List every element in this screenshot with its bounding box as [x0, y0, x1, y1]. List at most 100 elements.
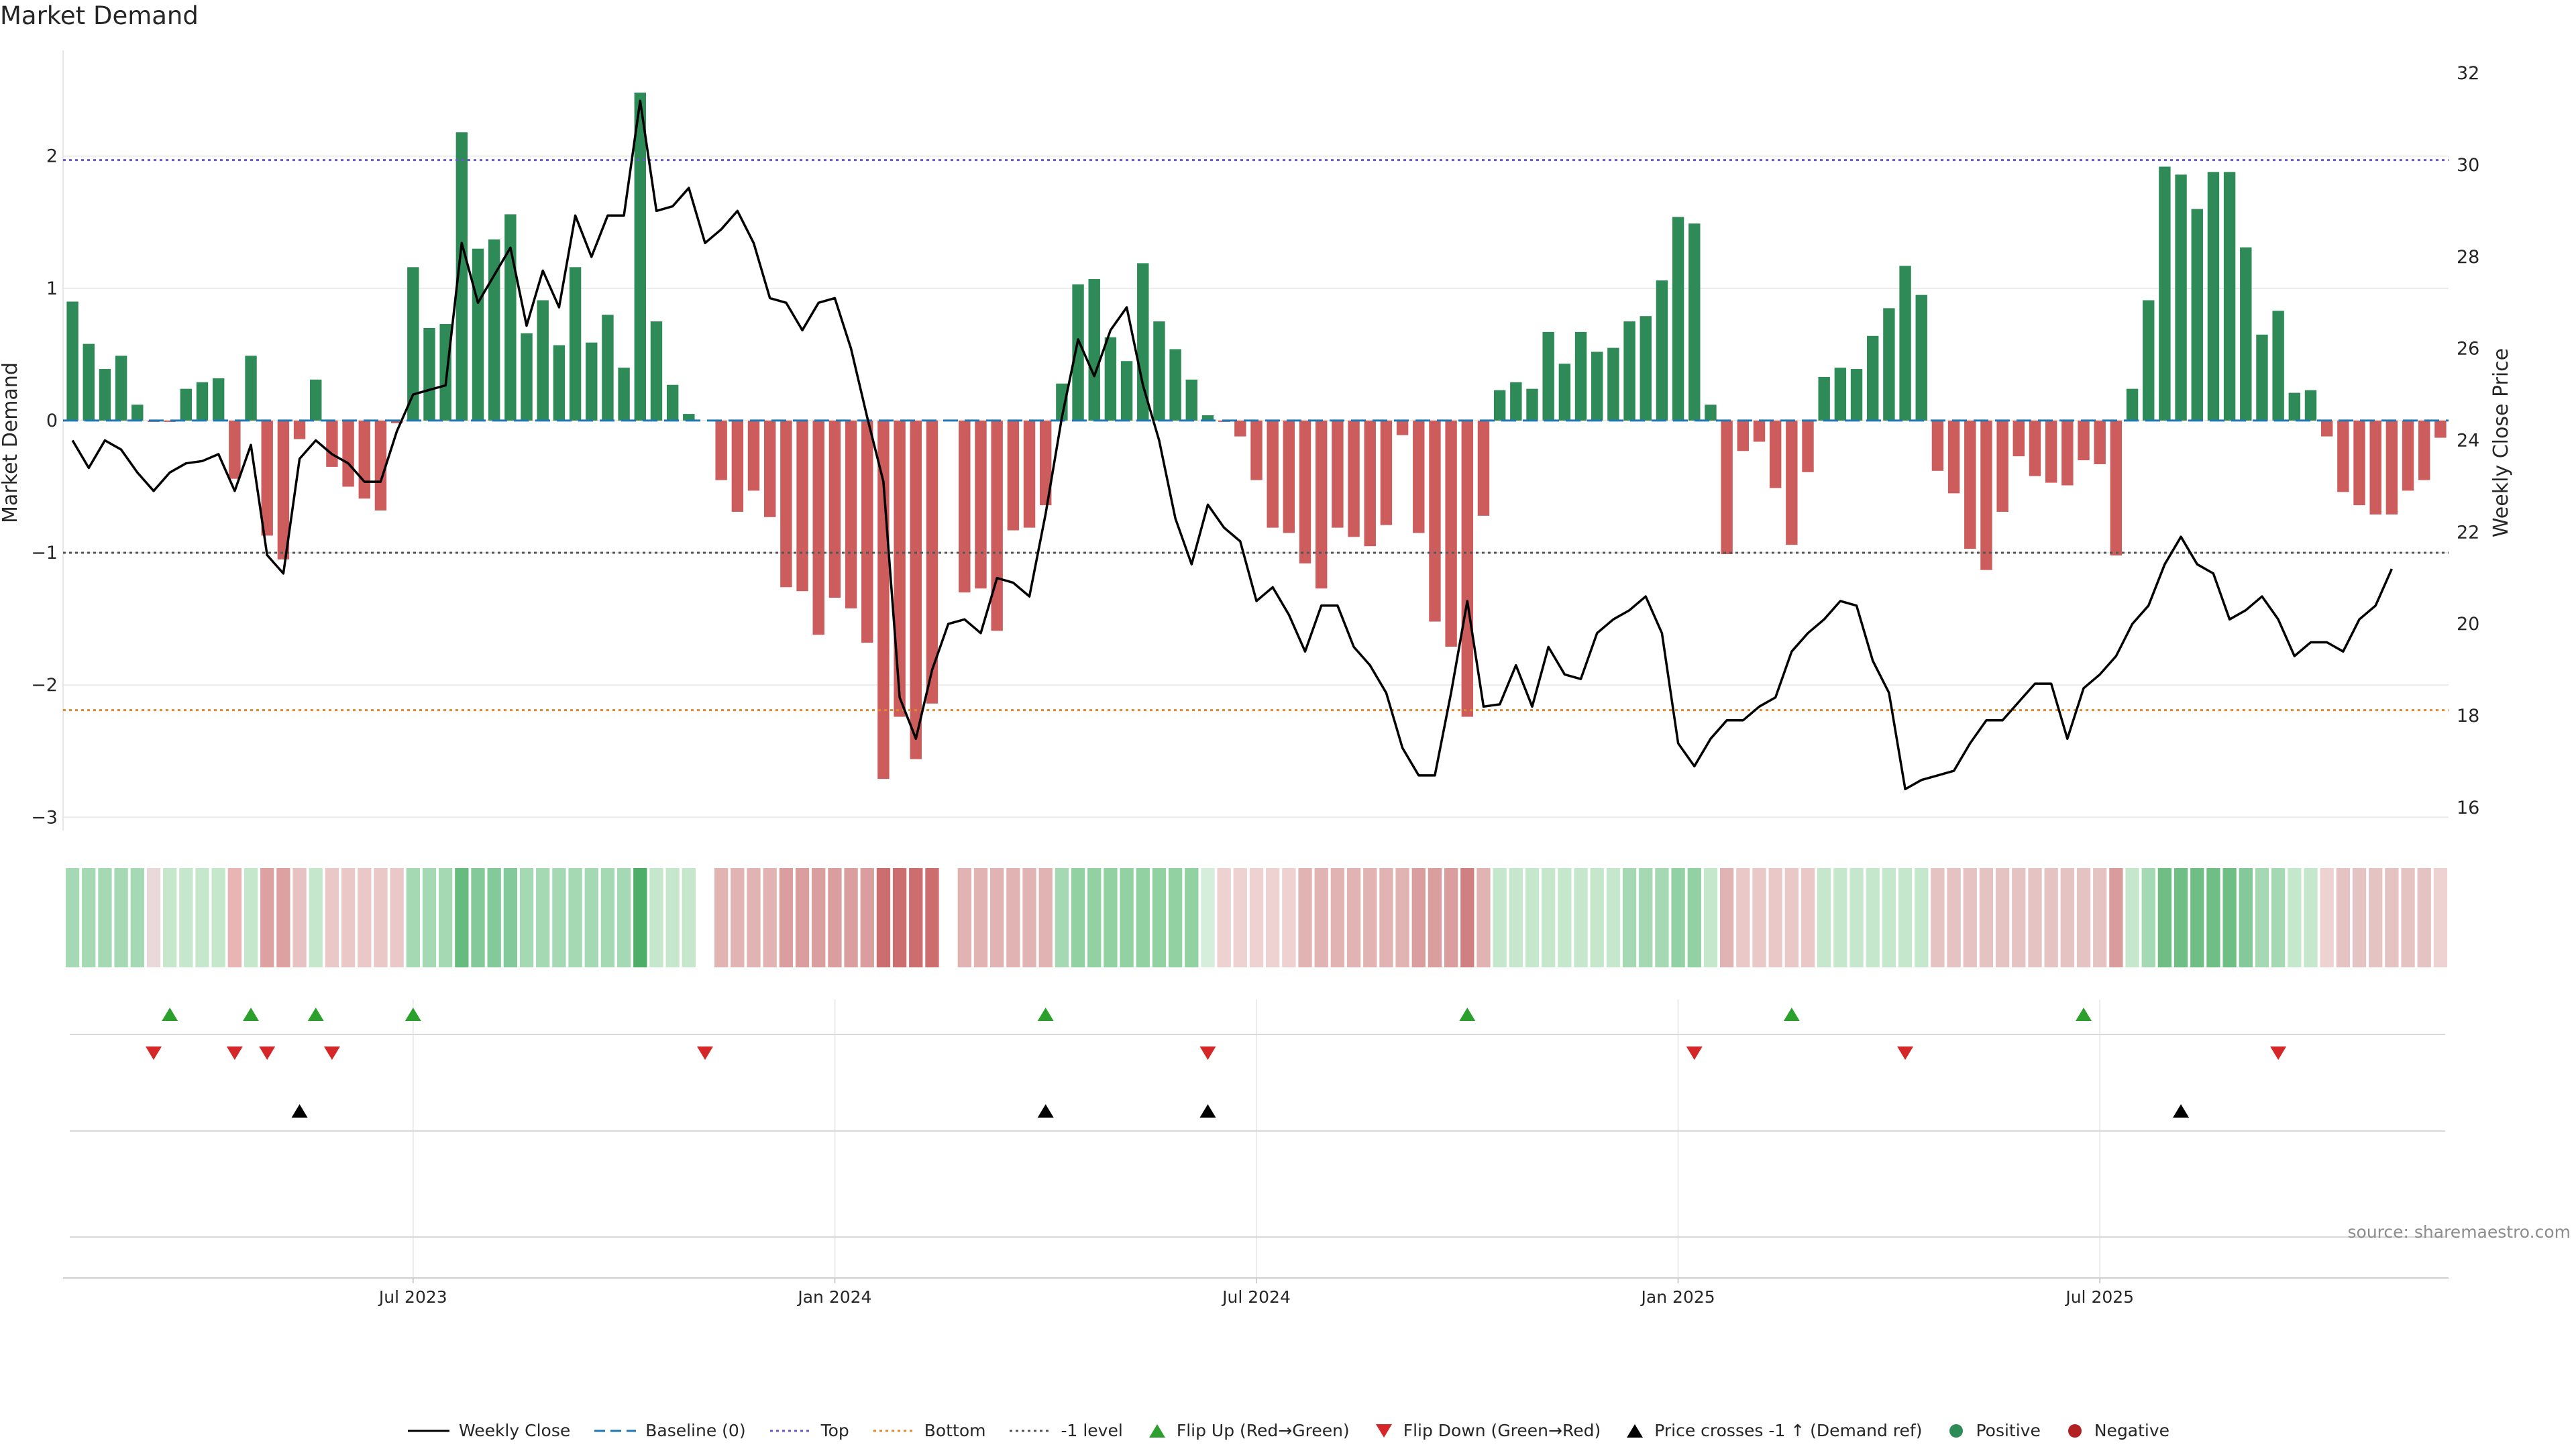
- demand-bar: [1574, 331, 1587, 421]
- heat-strip-cell: [162, 868, 177, 967]
- demand-bar: [1137, 263, 1149, 421]
- heat-strip-cell: [211, 868, 225, 967]
- heat-strip-cell: [1687, 868, 1701, 967]
- demand-bar: [747, 420, 760, 491]
- heat-strip-cell: [731, 868, 745, 967]
- demand-bar: [910, 420, 922, 759]
- flip-up-marker: [307, 1008, 324, 1021]
- heat-strip-cell: [1395, 868, 1409, 967]
- heat-strip-cell: [2239, 868, 2253, 967]
- heat-strip-cell: [2157, 868, 2172, 967]
- demand-bar: [1883, 308, 1895, 421]
- heat-strip-cell: [1703, 868, 1718, 967]
- heat-strip-cell: [1784, 868, 1799, 967]
- demand-bar: [310, 379, 322, 421]
- heat-strip-cell: [990, 868, 1004, 967]
- heat-strip-cell: [1719, 868, 1734, 967]
- flip-up-marker: [162, 1008, 178, 1021]
- demand-bar: [780, 420, 792, 588]
- demand-bar: [894, 420, 906, 717]
- demand-bar: [1931, 420, 1944, 471]
- demand-bar: [1153, 321, 1165, 421]
- right-tick-label: 28: [2457, 247, 2479, 268]
- demand-bar: [634, 93, 646, 421]
- demand-bar: [326, 420, 338, 467]
- heat-strip-cell: [795, 868, 810, 967]
- legend-item: Negative: [2063, 1421, 2169, 1440]
- flip-up-marker: [1783, 1008, 1800, 1021]
- heat-strip-cell: [1622, 868, 1637, 967]
- demand-bar: [423, 327, 435, 421]
- flip-up-marker: [405, 1008, 421, 1021]
- heat-strip-cell: [98, 868, 112, 967]
- demand-bar: [2353, 420, 2365, 506]
- demand-bar: [2369, 420, 2381, 515]
- heat-strip-cell: [82, 868, 96, 967]
- heat-strip-cell: [1752, 868, 1766, 967]
- heat-strip-cell: [519, 868, 534, 967]
- heat-strip-cell: [973, 868, 988, 967]
- demand-bar: [342, 420, 354, 487]
- demand-bar: [1299, 420, 1311, 564]
- flip-up-marker: [1037, 1008, 1054, 1021]
- demand-bar: [374, 420, 387, 511]
- demand-bar: [1461, 420, 1474, 717]
- demand-bar: [2029, 420, 2041, 476]
- demand-bar: [2223, 172, 2236, 421]
- heat-strip-cell: [698, 868, 712, 967]
- heat-strip-cell: [1104, 868, 1118, 967]
- demand-bar: [845, 420, 857, 608]
- heat-strip-cell: [1411, 868, 1426, 967]
- demand-bar: [1980, 420, 1992, 570]
- demand-bar: [715, 420, 727, 480]
- demand-bar: [2240, 247, 2252, 421]
- right-tick-label: 24: [2457, 431, 2479, 451]
- demand-bar: [1493, 390, 1506, 421]
- demand-bar: [537, 300, 549, 421]
- heat-strip-cell: [2288, 868, 2302, 967]
- demand-bar: [1088, 279, 1100, 421]
- heat-strip-cell: [2433, 868, 2448, 967]
- demand-bar: [1899, 266, 1911, 421]
- demand-bar: [1380, 420, 1393, 525]
- demand-bar: [1623, 321, 1635, 421]
- left-axis-label: Market Demand: [0, 362, 22, 523]
- heat-strip-cell: [503, 868, 518, 967]
- demand-bar: [877, 420, 890, 780]
- heat-strip-cell: [260, 868, 274, 967]
- demand-bar: [1250, 420, 1263, 480]
- legend-label: Positive: [1976, 1421, 2041, 1440]
- heat-strip-cell: [568, 868, 582, 967]
- price-cross-marker: [291, 1104, 308, 1118]
- demand-bar: [1915, 294, 1927, 421]
- legend-label: -1 level: [1061, 1421, 1123, 1440]
- demand-bar: [245, 356, 257, 421]
- right-axis-label: Weekly Close Price: [2489, 348, 2513, 537]
- heat-strip-cell: [195, 868, 209, 967]
- demand-bar: [2126, 388, 2139, 421]
- flip-down-marker: [696, 1046, 713, 1060]
- heat-strip-cell: [422, 868, 437, 967]
- heat-strip-cell: [1671, 868, 1685, 967]
- heat-strip-cell: [292, 868, 307, 967]
- demand-bar: [959, 420, 971, 593]
- heat-strip-cell: [925, 868, 939, 967]
- demand-bar: [2094, 420, 2106, 464]
- heat-strip-cell: [2222, 868, 2237, 967]
- demand-bar: [1672, 217, 1684, 421]
- demand-bar: [1769, 420, 1782, 488]
- demand-bar: [861, 420, 873, 643]
- demand-bar: [2272, 311, 2284, 421]
- demand-bar: [1348, 420, 1360, 537]
- legend-label: Flip Down (Green→Red): [1403, 1421, 1601, 1440]
- heat-strip-cell: [1558, 868, 1572, 967]
- flip-down-marker: [259, 1046, 276, 1060]
- flip-up-marker: [243, 1008, 260, 1021]
- heat-strip-cell: [1542, 868, 1556, 967]
- source-note: source: sharemaestro.com: [2347, 1222, 2571, 1242]
- chart-legend: Weekly Close Baseline (0) Top Bottom -1 leve…: [0, 1421, 2576, 1440]
- heat-strip-cell: [439, 868, 453, 967]
- legend-label: Price crosses -1 ↑ (Demand ref): [1654, 1421, 1923, 1440]
- x-tick-label: Jan 2024: [796, 1287, 871, 1307]
